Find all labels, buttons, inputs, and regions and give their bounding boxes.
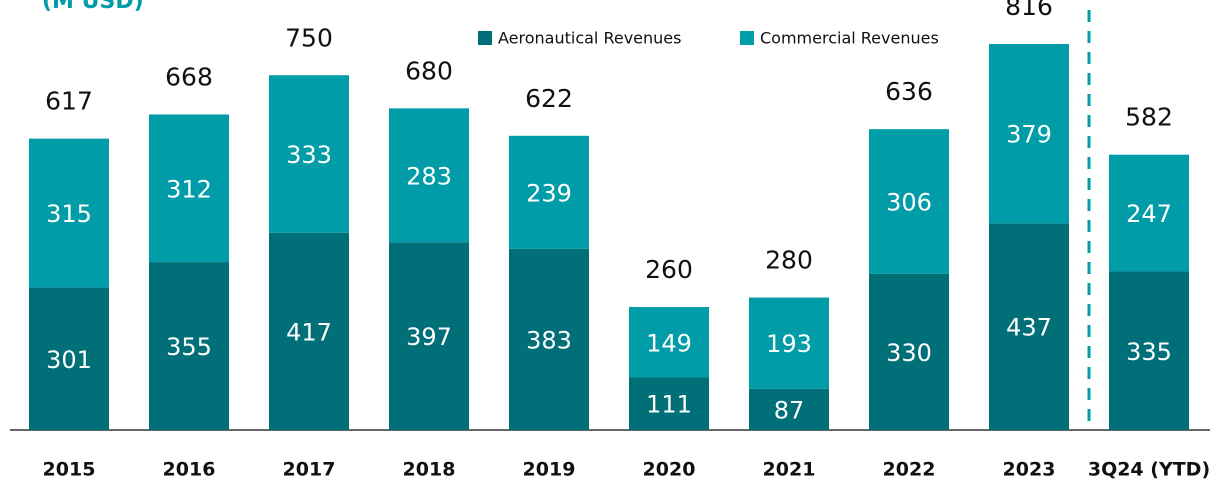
x-tick-label: 2017 [283,459,336,481]
chart-subtitle: (M USD) [42,0,144,14]
x-tick-label: 2021 [763,459,816,481]
segment-label: 333 [286,141,332,169]
segment-label: 315 [46,200,92,228]
segment-label: 335 [1126,338,1172,366]
x-tick-label: 2023 [1003,459,1056,481]
bar-segment [629,377,709,430]
segment-label: 417 [286,318,332,346]
segment-label: 306 [886,189,932,217]
segment-label: 193 [766,330,812,358]
total-label: 622 [525,84,573,113]
x-tick-label: 2016 [163,459,216,481]
bar-segment [269,232,349,430]
segment-label: 330 [886,339,932,367]
bar-segment [269,75,349,233]
segment-label: 239 [526,179,572,207]
x-tick-label: 2020 [643,459,696,481]
legend-label: Commercial Revenues [760,29,939,48]
x-tick-label: 2015 [43,459,96,481]
segment-label: 149 [646,329,692,357]
bar-segment [869,129,949,274]
segment-label: 247 [1126,200,1172,228]
bar-segment [29,287,109,430]
total-label: 680 [405,56,453,85]
segment-label: 355 [166,333,212,361]
total-label: 617 [45,87,93,116]
x-tick-label: 2019 [523,459,576,481]
legend-label: Aeronautical Revenues [498,29,681,48]
bar-segment [749,297,829,389]
bar-segment [989,223,1069,430]
segment-label: 283 [406,162,452,190]
bar-segment [989,44,1069,224]
bar-segment [1109,154,1189,272]
segment-label: 301 [46,346,92,374]
total-label: 636 [885,77,933,106]
bar-segment [749,388,829,430]
bar-segment [869,273,949,430]
segment-label: 437 [1006,314,1052,342]
bar-segment [149,114,229,263]
segment-label: 379 [1006,121,1052,149]
x-tick-label: 2018 [403,459,456,481]
total-label: 280 [765,246,813,275]
segment-label: 383 [526,326,572,354]
segment-label: 312 [166,175,212,203]
segment-label: 111 [646,391,692,419]
total-label: 582 [1125,103,1173,132]
bar-segment [389,242,469,430]
legend-swatch [740,31,754,45]
segment-label: 87 [774,396,805,424]
segment-label: 397 [406,323,452,351]
total-label: 750 [285,23,333,52]
total-label: 816 [1005,0,1053,21]
total-label: 260 [645,255,693,284]
bar-segment [149,262,229,430]
total-label: 668 [165,63,213,92]
bar-segment [29,138,109,288]
bar-segment [509,248,589,430]
bar-segment [629,307,709,378]
x-tick-label: 3Q24 (YTD) [1088,459,1210,481]
legend-swatch [478,31,492,45]
x-tick-label: 2022 [883,459,936,481]
bar-segment [509,135,589,249]
bar-segment [1109,271,1189,430]
bar-segment [389,108,469,243]
